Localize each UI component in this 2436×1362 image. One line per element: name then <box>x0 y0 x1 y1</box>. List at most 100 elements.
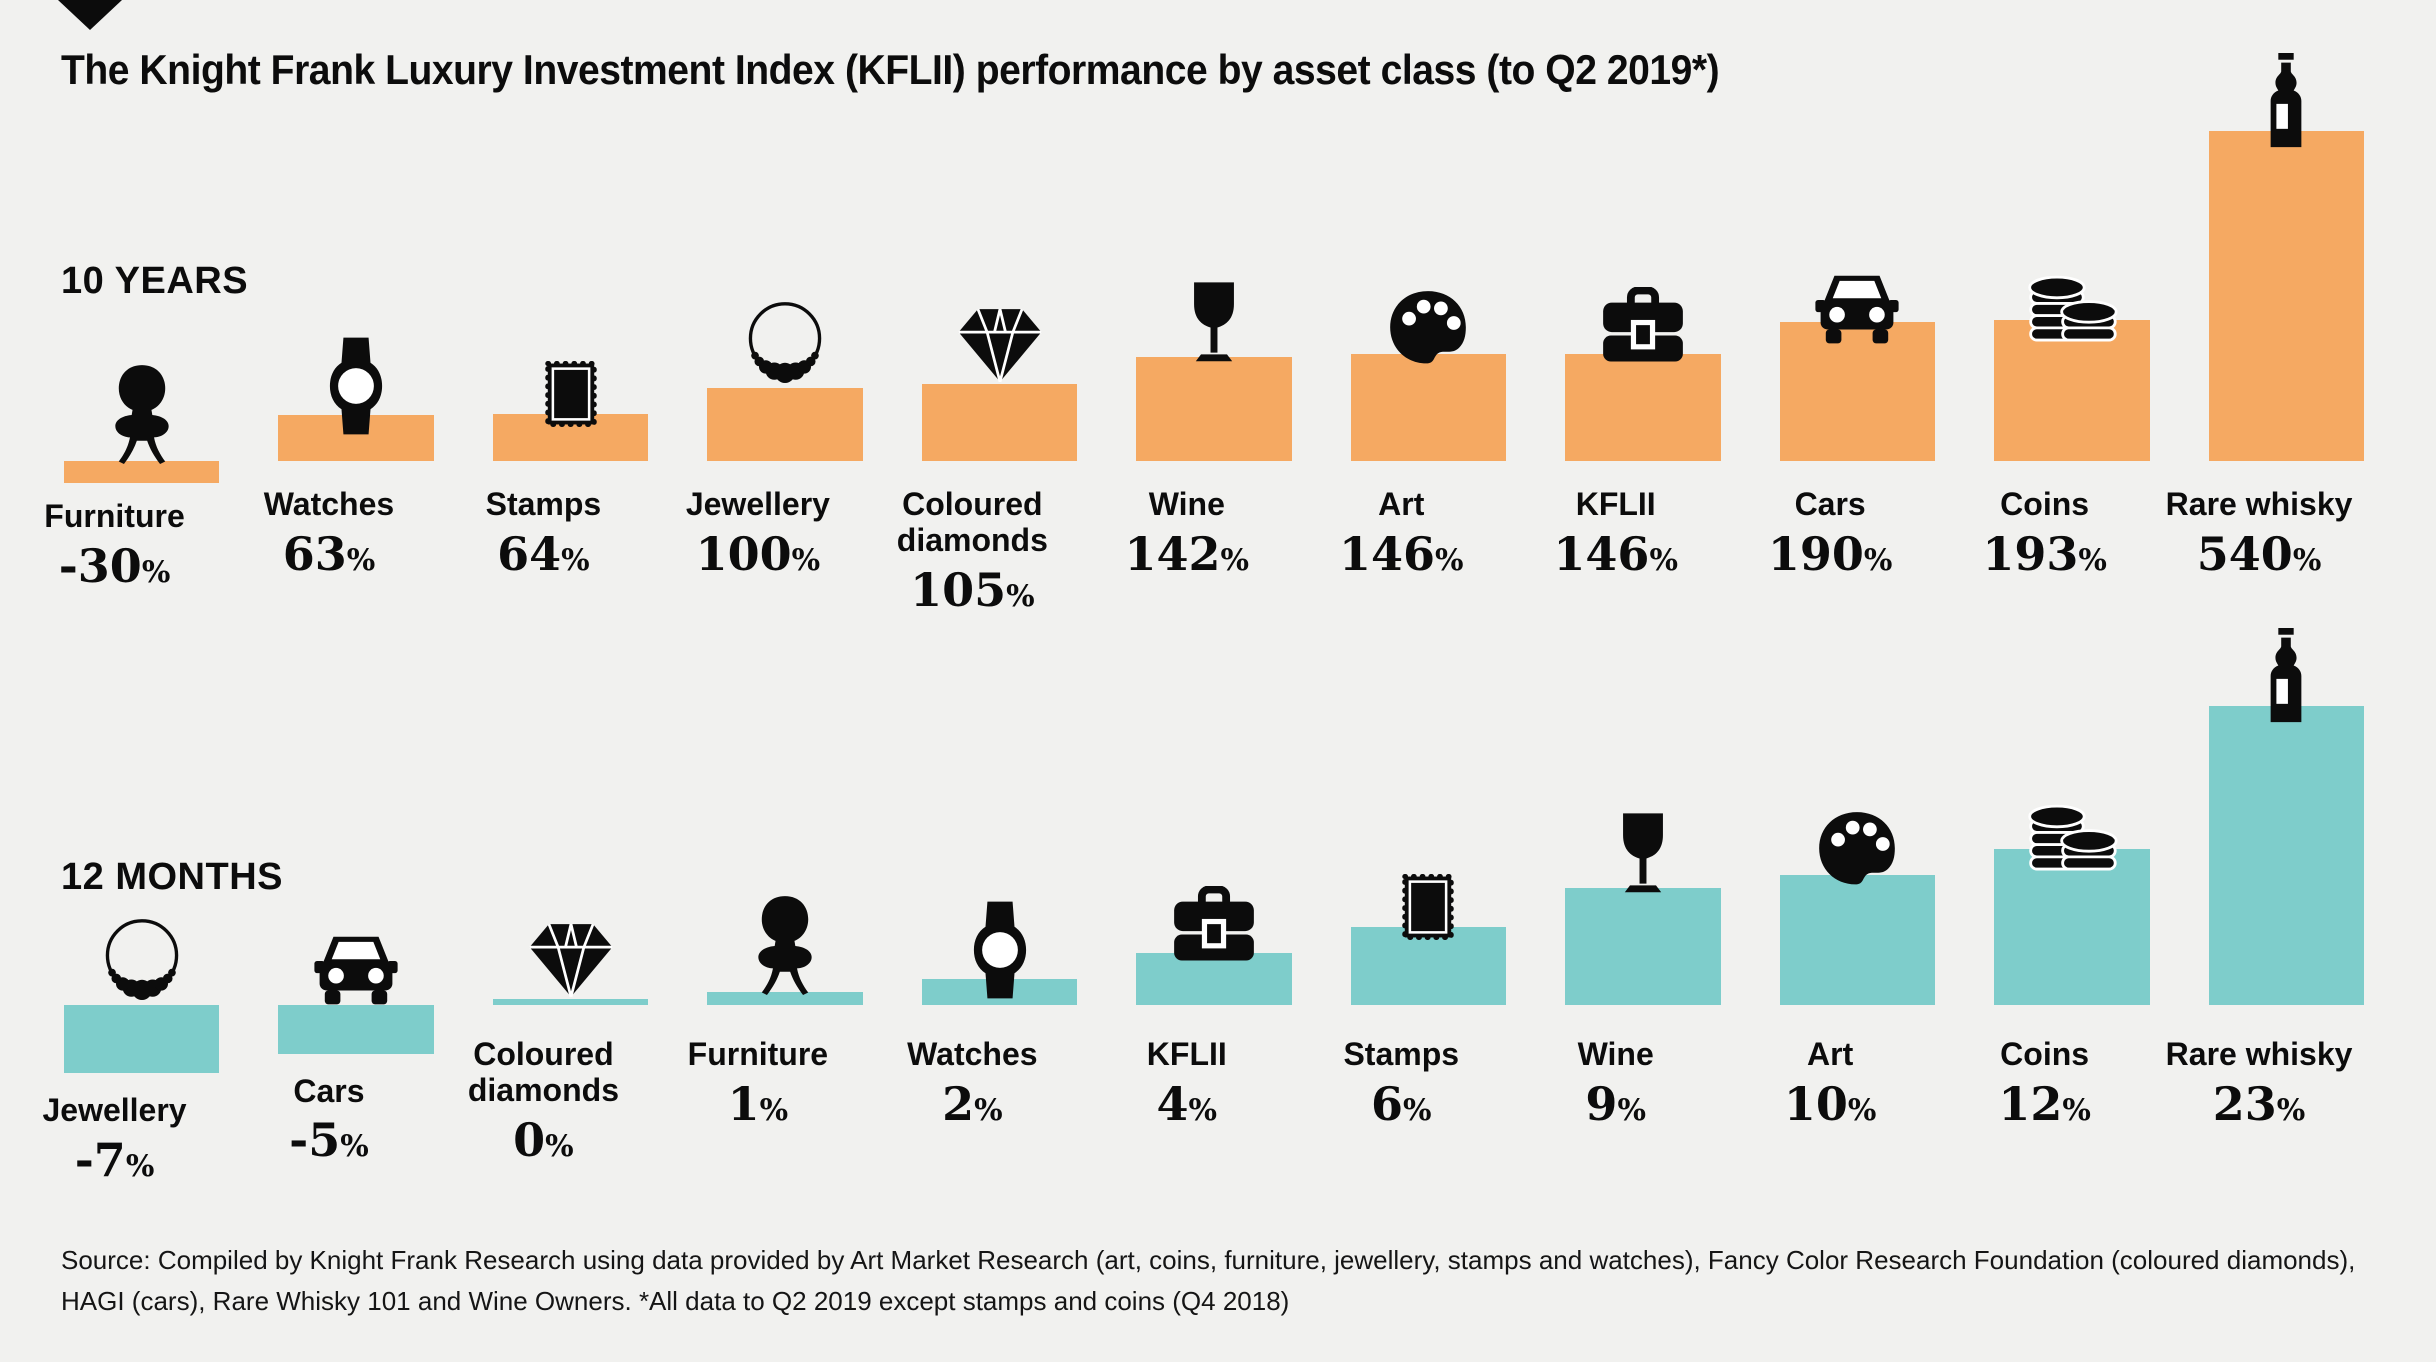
value-label: 2% <box>942 1076 1003 1131</box>
bar-column: Furniture 1% <box>688 705 863 1127</box>
category-label: Art <box>1807 1036 1854 1072</box>
bar-column: KFLII 146% <box>1553 131 1721 577</box>
value-label: 6% <box>1370 1076 1432 1131</box>
value-label: 1% <box>727 1076 789 1131</box>
diamond-icon <box>954 303 1046 387</box>
value-label: 23% <box>2212 1076 2306 1131</box>
necklace-icon <box>93 915 191 1011</box>
value-label: 193% <box>1982 526 2107 581</box>
bar-column: Rare whisky 23% <box>2166 628 2364 1127</box>
source-line-1: Source: Compiled by Knight Frank Researc… <box>61 1245 2356 1275</box>
coins-icon <box>2025 272 2119 348</box>
wine-icon <box>1188 280 1240 368</box>
category-label: Rare whisky <box>2165 486 2353 522</box>
diamond-icon <box>525 918 617 1002</box>
bar-column: Coins 12% <box>1994 705 2150 1127</box>
category-label: Coins <box>2000 486 2090 522</box>
bar <box>64 1005 220 1073</box>
bottle-icon <box>2266 628 2306 724</box>
bar-column: Art 10% <box>1779 705 1936 1127</box>
car-icon <box>312 935 400 1013</box>
car-icon <box>1813 274 1901 352</box>
bar-column: Stamps 64% <box>486 131 649 577</box>
bar-column: Rare whisky 540% <box>2166 53 2364 577</box>
bar-column: Watches 63% <box>264 131 434 577</box>
category-label: Wine <box>1577 1036 1654 1072</box>
value-label: 540% <box>2196 526 2322 581</box>
palette-icon <box>1383 286 1473 372</box>
wine-icon <box>1617 811 1669 899</box>
bar-column: Furniture -30% <box>44 131 220 589</box>
category-label: Coloured diamonds <box>896 486 1048 558</box>
bar <box>2208 131 2364 461</box>
category-label: Cars <box>1794 486 1866 522</box>
category-label: Jewellery <box>685 486 830 522</box>
value-label: 105% <box>910 562 1035 617</box>
bar <box>1350 927 1507 1005</box>
bar <box>1779 322 1936 461</box>
category-label: KFLII <box>1146 1036 1227 1072</box>
chair-icon <box>742 894 828 998</box>
watch-icon <box>327 337 385 435</box>
bar <box>921 384 1078 461</box>
bar <box>64 461 220 483</box>
category-label: Coins <box>2000 1036 2090 1072</box>
coins-icon <box>2025 801 2119 877</box>
category-label: Furniture <box>44 497 185 534</box>
bar <box>1136 357 1292 461</box>
necklace-icon <box>736 298 834 394</box>
bar <box>707 388 863 461</box>
palette-icon <box>1812 807 1902 893</box>
bar-column: Stamps 6% <box>1343 705 1507 1127</box>
bar <box>278 1005 434 1054</box>
category-label: Furniture <box>687 1036 829 1072</box>
value-label: -7% <box>74 1132 155 1187</box>
category-label: Jewellery <box>42 1091 187 1128</box>
category-label: Cars <box>293 1072 365 1109</box>
chart-heading-12-months: 12 MONTHS <box>61 856 283 898</box>
value-label: -5% <box>289 1113 369 1168</box>
value-label: -30% <box>58 538 171 593</box>
bar-chart-12-months: Jewellery -7% Cars -5% Coloured diamonds 0% Fu… <box>42 628 2364 1183</box>
bar-column: Watches 2% <box>907 705 1078 1127</box>
value-label: 9% <box>1585 1076 1646 1131</box>
bar <box>1350 354 1507 461</box>
category-label: Stamps <box>485 486 602 522</box>
bar-chart-10-years: Furniture -30% Watches 63% Stamps 64% Jeweller… <box>44 53 2364 613</box>
bar-column: Coins 193% <box>1982 131 2150 577</box>
briefcase-icon <box>1170 885 1258 964</box>
bar <box>492 999 649 1005</box>
value-label: 0% <box>513 1112 574 1167</box>
value-label: 146% <box>1338 526 1464 581</box>
category-label: Art <box>1378 486 1425 522</box>
bar <box>1565 354 1721 461</box>
value-label: 64% <box>497 526 590 581</box>
bar-column: Cars -5% <box>278 705 434 1163</box>
briefcase-icon <box>1599 286 1687 365</box>
value-label: 4% <box>1156 1076 1218 1131</box>
value-label: 100% <box>695 526 821 581</box>
category-label: Wine <box>1148 486 1225 522</box>
chart-heading-10-years: 10 YEARS <box>61 260 249 302</box>
category-label: Watches <box>263 486 395 522</box>
bar-column: KFLII 4% <box>1136 705 1292 1127</box>
bar-column: Wine 142% <box>1125 131 1292 577</box>
category-label: Coloured diamonds <box>467 1036 619 1108</box>
value-label: 142% <box>1124 526 1250 581</box>
bar <box>1136 953 1292 1005</box>
bar-column: Wine 9% <box>1565 705 1721 1127</box>
bar-column: Coloured diamonds 105% <box>897 131 1078 613</box>
chair-icon <box>99 363 185 467</box>
bar <box>1565 888 1721 1005</box>
bar <box>707 992 863 1005</box>
category-label: Rare whisky <box>2165 1036 2353 1072</box>
watch-icon <box>971 901 1029 999</box>
value-label: 10% <box>1783 1076 1877 1131</box>
bar <box>2208 706 2364 1005</box>
category-label: KFLII <box>1575 486 1656 522</box>
bar-column: Art 146% <box>1339 131 1507 577</box>
value-label: 63% <box>282 526 376 581</box>
source-line-2: HAGI (cars), Rare Whisky 101 and Wine Ow… <box>61 1286 1290 1316</box>
bar-column: Jewellery 100% <box>686 131 863 577</box>
